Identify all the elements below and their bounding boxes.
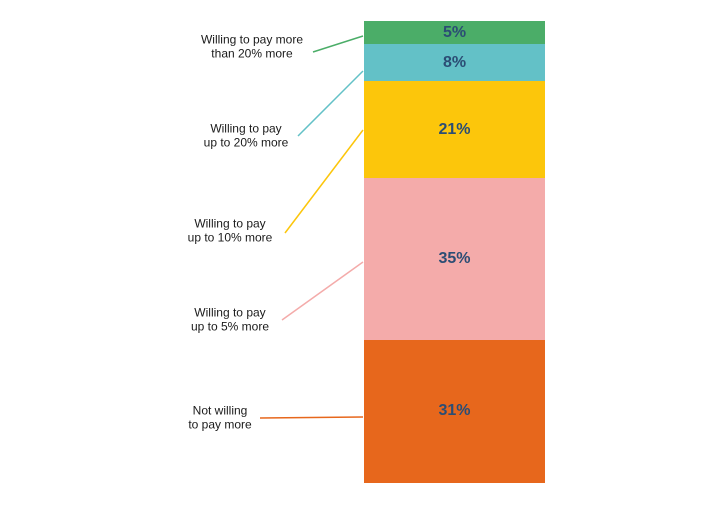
leader-line-2 — [297, 70, 364, 137]
segment-value-label-4: 35% — [438, 249, 471, 267]
bar-segment-4: 35% — [364, 178, 545, 340]
leader-line-4 — [281, 261, 364, 321]
leader-line-1 — [312, 35, 364, 53]
leader-line-3 — [284, 129, 364, 234]
category-label-3: Willing to pay up to 10% more — [187, 216, 273, 244]
bar-segment-3: 21% — [364, 81, 545, 179]
category-label-1: Willing to pay more than 20% more — [200, 32, 304, 60]
segment-value-label-3: 21% — [438, 120, 471, 138]
category-label-4: Willing to pay up to 5% more — [190, 305, 270, 333]
category-label-2: Willing to pay up to 20% more — [203, 121, 289, 149]
segment-value-label-2: 8% — [442, 53, 467, 71]
bar-segment-1: 5% — [364, 21, 545, 45]
segment-value-label-1: 5% — [442, 23, 467, 41]
bar-segment-5: 31% — [364, 339, 545, 483]
bar-segment-2: 8% — [364, 44, 545, 82]
stacked-bar: 5% 8% 21% 35% 31% — [364, 21, 545, 483]
segment-value-label-5: 31% — [438, 402, 471, 420]
leader-line-5 — [259, 416, 364, 419]
category-label-5: Not willing to pay more — [188, 403, 252, 431]
